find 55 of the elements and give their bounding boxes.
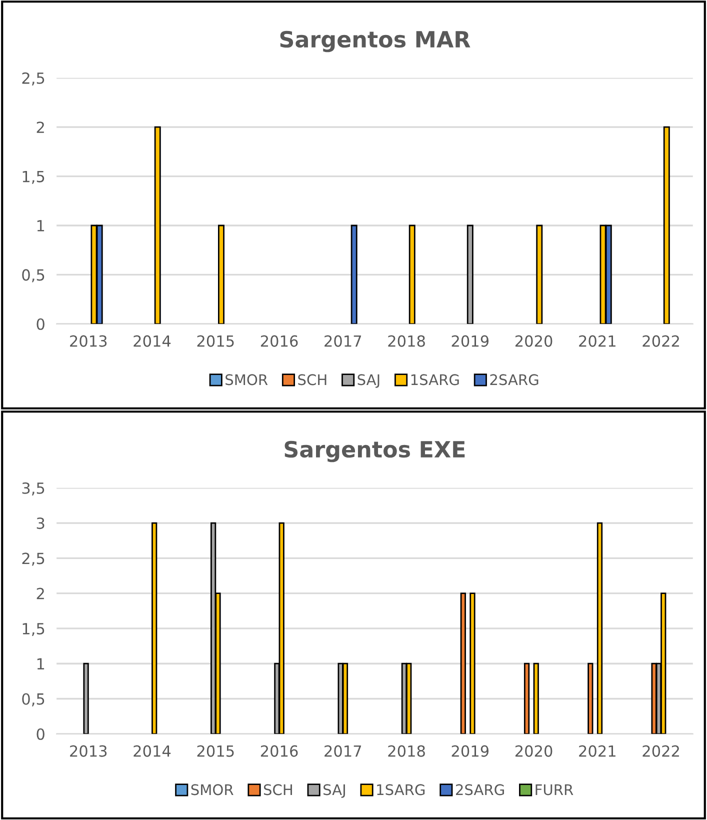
x-tick-label: 2021 bbox=[579, 335, 616, 347]
y-tick-label: 3,5 bbox=[22, 482, 44, 496]
chart-title: Sargentos MAR bbox=[280, 30, 470, 52]
legend-label: SMOR bbox=[226, 374, 268, 386]
x-tick-label: 2014 bbox=[134, 745, 171, 757]
x-tick-label: 2018 bbox=[388, 335, 425, 347]
bar bbox=[470, 592, 476, 734]
y-tick-label: 2,5 bbox=[22, 72, 44, 86]
bar bbox=[533, 662, 539, 734]
x-tick-label: 2014 bbox=[134, 335, 171, 347]
legend-label: SMOR bbox=[191, 784, 234, 796]
legend-label: 1SARG bbox=[411, 374, 459, 386]
x-tick-label: 2020 bbox=[515, 745, 552, 757]
x-tick-label: 2013 bbox=[70, 335, 107, 347]
legend-label: SAJ bbox=[358, 374, 380, 388]
chart-title: Sargentos EXE bbox=[284, 440, 465, 462]
bar bbox=[524, 662, 530, 734]
legend-label: SAJ bbox=[324, 784, 345, 798]
bar bbox=[83, 662, 89, 734]
x-tick-label: 2020 bbox=[515, 335, 552, 347]
y-tick-label: 1 bbox=[37, 658, 44, 670]
y-tick-label: 1,5 bbox=[22, 623, 44, 636]
x-tick-label: 2022 bbox=[642, 745, 679, 757]
x-tick-label: 2015 bbox=[197, 335, 234, 347]
y-tick-label: 2 bbox=[36, 122, 44, 133]
bar bbox=[588, 662, 594, 734]
y-tick-label: 0 bbox=[36, 318, 44, 330]
x-tick-label: 2016 bbox=[260, 745, 298, 757]
x-tick-label: 2017 bbox=[324, 745, 362, 757]
legend-label: FURR bbox=[536, 784, 574, 796]
x-tick-label: 2018 bbox=[388, 745, 425, 757]
x-tick-label: 2019 bbox=[452, 335, 489, 347]
y-tick-label: 3 bbox=[36, 518, 44, 530]
y-tick-label: 0,5 bbox=[22, 693, 44, 706]
y-tick-label: 1,5 bbox=[22, 170, 44, 184]
x-tick-label: 2021 bbox=[579, 745, 616, 757]
y-tick-label: 1 bbox=[37, 220, 44, 232]
x-tick-label: 2015 bbox=[197, 745, 234, 757]
legend-label: SCH bbox=[264, 784, 292, 796]
x-tick-label: 2019 bbox=[452, 745, 489, 757]
y-tick-label: 0 bbox=[36, 728, 44, 740]
x-tick-label: 2022 bbox=[642, 335, 679, 347]
legend-label: 2SARG bbox=[490, 374, 538, 386]
y-tick-label: 2 bbox=[36, 588, 44, 600]
x-tick-label: 2017 bbox=[324, 335, 362, 347]
x-tick-label: 2013 bbox=[70, 745, 107, 757]
legend-label: SCH bbox=[298, 374, 326, 386]
bar bbox=[460, 592, 466, 734]
x-tick-label: 2016 bbox=[260, 335, 298, 347]
y-tick-label: 2,5 bbox=[22, 552, 44, 566]
legend-label: 1SARG bbox=[377, 784, 425, 796]
bar bbox=[596, 522, 603, 734]
bar bbox=[152, 522, 158, 734]
legend-label: 2SARG bbox=[456, 784, 504, 796]
y-tick-label: 0,5 bbox=[22, 269, 44, 282]
